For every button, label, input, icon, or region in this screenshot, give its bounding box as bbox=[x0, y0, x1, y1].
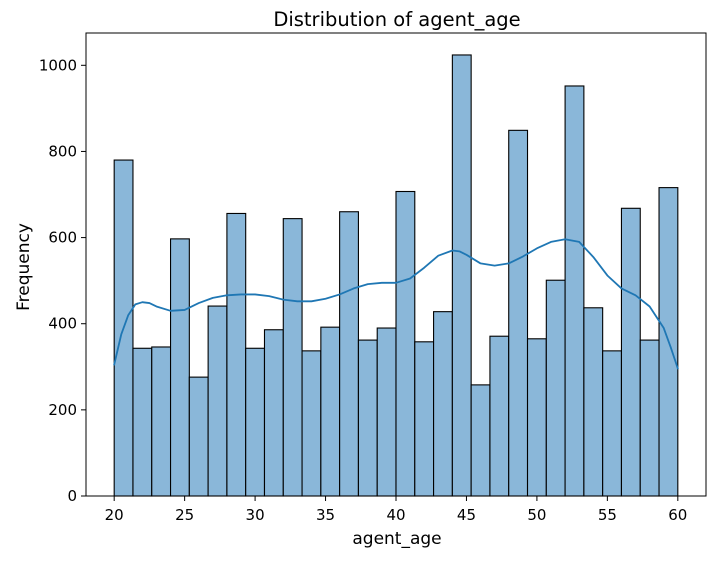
histogram-bar bbox=[470, 384, 491, 497]
histogram-bar bbox=[282, 218, 303, 497]
histogram-bar bbox=[620, 207, 641, 497]
x-tick-label: 25 bbox=[175, 506, 194, 524]
kde-line bbox=[113, 238, 679, 370]
x-tick-label: 60 bbox=[668, 506, 687, 524]
bars-layer bbox=[113, 54, 679, 497]
x-tick-label: 55 bbox=[598, 506, 617, 524]
histogram-bar bbox=[583, 307, 604, 497]
histogram-bar bbox=[226, 212, 247, 497]
histogram-bar bbox=[132, 347, 153, 497]
x-tick-label: 30 bbox=[246, 506, 265, 524]
histogram-bar bbox=[301, 350, 322, 497]
histogram-bar bbox=[339, 211, 359, 497]
y-tick-label: 400 bbox=[48, 315, 77, 333]
x-tick-label: 40 bbox=[386, 506, 405, 524]
histogram-bar bbox=[433, 311, 453, 497]
x-axis-label: agent_age bbox=[352, 529, 441, 549]
histogram-bar bbox=[263, 329, 284, 497]
histogram-bar bbox=[508, 129, 529, 497]
histogram-bar bbox=[526, 338, 547, 497]
histogram-bar bbox=[245, 347, 266, 497]
y-tick-label: 800 bbox=[48, 142, 77, 160]
histogram-bar bbox=[602, 350, 623, 497]
histogram-bar bbox=[414, 341, 435, 497]
histogram-bar bbox=[564, 85, 585, 497]
histogram-bar bbox=[151, 346, 172, 497]
kde-layer bbox=[113, 238, 679, 370]
histogram-bar bbox=[395, 190, 416, 497]
histogram-bar bbox=[207, 305, 228, 497]
y-tick-label: 200 bbox=[48, 401, 77, 419]
histogram-bar bbox=[188, 376, 209, 497]
histogram-bar bbox=[320, 326, 341, 497]
y-tick-label: 0 bbox=[67, 487, 77, 505]
y-axis-label: Frequency bbox=[14, 223, 34, 311]
histogram-bar bbox=[545, 279, 566, 497]
y-tick-label: 1000 bbox=[39, 56, 77, 74]
x-tick-label: 20 bbox=[105, 506, 124, 524]
x-tick-label: 45 bbox=[457, 506, 476, 524]
histogram-bar bbox=[357, 339, 378, 497]
chart-title: Distribution of agent_age bbox=[273, 8, 520, 31]
histogram-bar bbox=[639, 339, 660, 497]
histogram-bar bbox=[376, 327, 397, 497]
histogram-bar bbox=[451, 54, 472, 497]
histogram-bar bbox=[169, 238, 190, 497]
y-tick-label: 600 bbox=[48, 229, 77, 247]
x-tick-label: 50 bbox=[527, 506, 546, 524]
x-tick-label: 35 bbox=[316, 506, 335, 524]
histogram-bar bbox=[489, 335, 510, 497]
